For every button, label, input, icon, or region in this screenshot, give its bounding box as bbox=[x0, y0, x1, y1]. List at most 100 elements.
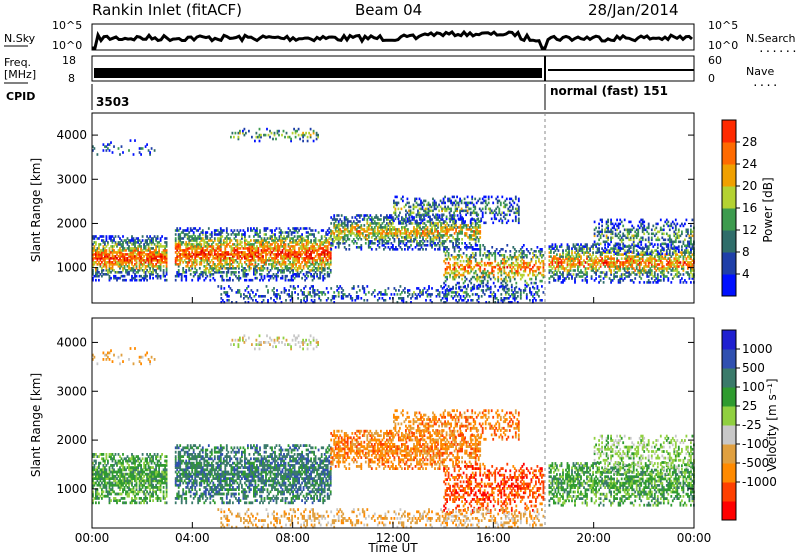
echo-cell bbox=[337, 238, 340, 241]
echo-cell bbox=[263, 247, 266, 250]
echo-cell bbox=[140, 249, 142, 252]
echo-cell bbox=[262, 251, 264, 254]
echo-cell bbox=[676, 269, 679, 272]
echo-cell bbox=[548, 281, 551, 284]
echo-cell bbox=[420, 228, 423, 231]
echo-cell bbox=[96, 247, 99, 250]
echo-cell bbox=[524, 283, 527, 287]
echo-cell bbox=[287, 235, 290, 238]
echo-cell bbox=[408, 219, 410, 223]
echo-cell bbox=[137, 241, 139, 244]
echo-cell bbox=[132, 247, 135, 250]
echo-cell bbox=[176, 229, 179, 232]
echo-cell bbox=[257, 259, 260, 262]
echo-cell bbox=[604, 228, 606, 232]
echo-cell bbox=[194, 245, 197, 248]
echo-cell bbox=[605, 261, 608, 264]
echo-cell bbox=[191, 235, 194, 238]
echo-cell bbox=[453, 265, 456, 269]
echo-cell bbox=[503, 254, 506, 257]
echo-cell bbox=[307, 241, 309, 244]
echo-cell bbox=[691, 259, 694, 262]
echo-cell bbox=[248, 255, 251, 258]
echo-cell bbox=[137, 249, 139, 252]
echo-cell bbox=[299, 255, 302, 258]
echo-cell bbox=[179, 261, 182, 264]
echo-cell bbox=[513, 273, 516, 277]
echo-cell bbox=[254, 231, 257, 234]
echo-cell bbox=[207, 269, 210, 272]
echo-cell bbox=[416, 226, 418, 229]
echo-cell bbox=[457, 203, 460, 207]
echo-cell bbox=[102, 253, 105, 256]
echo-cell bbox=[241, 251, 243, 254]
echo-cell bbox=[607, 265, 609, 268]
echo-cell bbox=[568, 259, 570, 262]
echo-cell bbox=[307, 231, 309, 234]
echo-cell bbox=[556, 265, 558, 268]
echo-cell bbox=[381, 238, 384, 241]
echo-cell bbox=[556, 263, 558, 266]
echo-cell bbox=[429, 209, 431, 213]
echo-cell bbox=[542, 254, 545, 257]
echo-cell bbox=[562, 255, 564, 258]
echo-cell bbox=[691, 265, 694, 268]
echo-cell bbox=[595, 259, 597, 262]
echo-cell bbox=[218, 245, 221, 248]
echo-cell bbox=[183, 255, 186, 258]
echo-cell bbox=[413, 240, 415, 243]
echo-cell bbox=[213, 265, 216, 268]
echo-cell bbox=[182, 255, 185, 258]
echo-cell bbox=[138, 265, 141, 268]
echo-cell bbox=[299, 263, 302, 266]
echo-cell bbox=[293, 241, 296, 244]
echo-cell bbox=[465, 232, 468, 235]
echo-cell bbox=[123, 278, 126, 282]
echo-cell bbox=[425, 238, 427, 241]
echo-cell bbox=[232, 267, 234, 270]
echo-cell bbox=[632, 281, 635, 284]
echo-cell bbox=[150, 259, 153, 262]
echo-cell bbox=[152, 267, 154, 270]
echo-cell bbox=[424, 211, 427, 215]
echo-cell bbox=[389, 238, 391, 241]
echo-cell bbox=[200, 243, 203, 246]
echo-cell bbox=[405, 228, 408, 231]
echo-cell bbox=[281, 239, 284, 242]
echo-cell bbox=[459, 230, 462, 233]
echo-cell bbox=[113, 257, 115, 260]
echo-cell bbox=[617, 259, 620, 262]
echo-cell bbox=[134, 251, 136, 254]
echo-cell bbox=[134, 259, 136, 262]
echo-cell bbox=[560, 243, 563, 246]
echo-cell bbox=[551, 267, 554, 270]
echo-cell bbox=[269, 251, 272, 254]
echo-cell bbox=[125, 239, 127, 242]
echo-cell bbox=[643, 271, 646, 274]
echo-cell bbox=[423, 209, 425, 213]
echo-cell bbox=[474, 222, 477, 225]
echo-cell bbox=[183, 243, 186, 246]
echo-cell bbox=[287, 245, 290, 248]
echo-cell bbox=[284, 253, 287, 256]
echo-cell bbox=[449, 263, 451, 267]
echo-cell bbox=[120, 251, 123, 254]
echo-cell bbox=[98, 257, 100, 260]
echo-cell bbox=[508, 205, 511, 209]
echo-cell bbox=[396, 228, 399, 231]
echo-cell bbox=[409, 205, 412, 209]
echo-cell bbox=[122, 249, 124, 252]
echo-cell bbox=[480, 219, 483, 223]
echo-cell bbox=[384, 246, 387, 249]
echo-cell bbox=[488, 275, 491, 279]
echo-cell bbox=[616, 267, 618, 270]
echo-cell bbox=[260, 249, 263, 252]
echo-cell bbox=[641, 251, 644, 254]
echo-cell bbox=[158, 247, 160, 250]
echo-cell bbox=[336, 234, 339, 237]
echo-cell bbox=[219, 229, 222, 232]
echo-cell bbox=[330, 244, 333, 247]
echo-cell bbox=[387, 240, 390, 243]
echo-cell bbox=[479, 254, 482, 257]
echo-cell bbox=[503, 267, 506, 271]
